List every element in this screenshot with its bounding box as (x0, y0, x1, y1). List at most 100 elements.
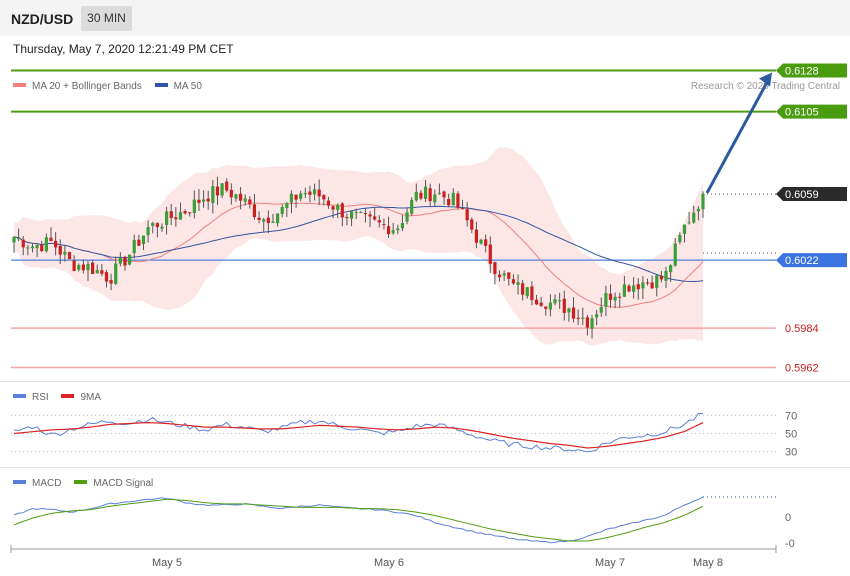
legend-macd-swatch (13, 480, 26, 485)
rsi-level-label-50: 50 (785, 429, 797, 441)
candle-body (613, 296, 617, 301)
candle-body (86, 264, 90, 271)
candle-body (123, 256, 127, 266)
candle-body (410, 199, 414, 214)
candle-body (359, 212, 363, 214)
candle-body (585, 317, 589, 328)
price-level-support: 0.5984 (11, 323, 819, 335)
candle-body (243, 198, 247, 202)
candle-body (460, 208, 465, 210)
candle-body (567, 308, 571, 313)
candle-body (595, 314, 599, 318)
level-tag-resistance (776, 104, 847, 119)
candle-body (682, 224, 687, 234)
legend-rsi-swatch (13, 394, 26, 399)
candle-body (562, 298, 566, 313)
candle-body (525, 287, 529, 297)
level-label-0.5962: 0.5962 (785, 362, 819, 374)
candle-body (206, 198, 210, 202)
candle-body (516, 282, 520, 285)
candle-body (132, 239, 136, 254)
candle-body (252, 204, 257, 218)
level-tag-current (776, 186, 847, 201)
bollinger-band-area (14, 147, 703, 346)
candle-body (664, 270, 668, 281)
legend-ma50: MA 50 (154, 81, 202, 92)
candle-body (571, 307, 576, 319)
candle-body (701, 193, 705, 210)
legend-rsi-ma: 9MA (61, 392, 101, 403)
candle-body (40, 244, 44, 252)
candle-body (345, 217, 349, 219)
candle-body (655, 275, 659, 288)
candle-body (650, 282, 654, 289)
candle-body (363, 212, 368, 215)
timeframe-button[interactable]: 30 MIN (81, 6, 132, 31)
candle-body (400, 223, 405, 229)
candle-body (109, 280, 113, 284)
legend-ma20-swatch (13, 83, 26, 88)
candle-body (220, 183, 224, 196)
level-label-0.5984: 0.5984 (785, 323, 819, 335)
legend-rsi-label: RSI (32, 392, 49, 403)
candle-body (645, 282, 650, 284)
candle-body (423, 186, 428, 199)
candle-body (502, 273, 506, 276)
candle-body (257, 217, 261, 220)
candle-body (275, 213, 280, 224)
level-label-0.6105: 0.6105 (785, 107, 819, 119)
candle-body (521, 283, 525, 295)
candle-body (608, 293, 613, 300)
candle-body (30, 246, 35, 249)
candle-body (262, 219, 266, 222)
x-tick-label-May-5: May 5 (152, 557, 182, 569)
level-label-0.6128: 0.6128 (785, 66, 819, 78)
macd-legend: MACD MACD Signal (13, 478, 163, 489)
candle-body (234, 194, 238, 199)
candle-body (35, 244, 39, 249)
candle-body (21, 239, 25, 248)
candle-body (160, 226, 164, 229)
candle-body (26, 247, 30, 249)
level-tag-pivot (776, 253, 847, 268)
candle-body (289, 193, 294, 203)
candle-body (687, 222, 691, 224)
candle-body (470, 219, 474, 230)
candle-body (419, 192, 423, 199)
candle-body (558, 300, 562, 302)
x-tick-label-May-7: May 7 (595, 557, 625, 569)
candle-body (81, 264, 85, 271)
candle-body (95, 270, 99, 274)
candle-body (201, 199, 206, 202)
candle-body (678, 234, 682, 243)
candle-body (673, 243, 677, 266)
x-tick-label-May-6: May 6 (374, 557, 404, 569)
candle-body (151, 222, 155, 226)
candle-body (433, 194, 437, 203)
symbol-title: NZD/USD (11, 11, 74, 27)
candle-body (590, 318, 594, 329)
candle-body (368, 214, 372, 217)
candle-body (299, 193, 303, 199)
candle-body (215, 186, 220, 196)
candle-body (484, 239, 488, 246)
candle-body (539, 302, 543, 306)
x-tick-label-May-8: May 8 (693, 557, 723, 569)
price-level-support: 0.5962 (11, 362, 819, 374)
candle-body (373, 216, 377, 220)
candle-body (414, 191, 418, 201)
candle-body (340, 203, 344, 218)
candle-body (58, 245, 62, 255)
bollinger-bands (14, 147, 703, 346)
rsi-line (13, 412, 704, 453)
candle-body (627, 285, 631, 292)
candle-body (77, 265, 81, 270)
candle-body (336, 204, 340, 210)
candle-body (266, 217, 270, 224)
candle-body (188, 212, 192, 214)
candles (12, 176, 705, 339)
candle-body (178, 211, 183, 220)
candle-body (183, 211, 187, 214)
candle-body (67, 252, 72, 260)
